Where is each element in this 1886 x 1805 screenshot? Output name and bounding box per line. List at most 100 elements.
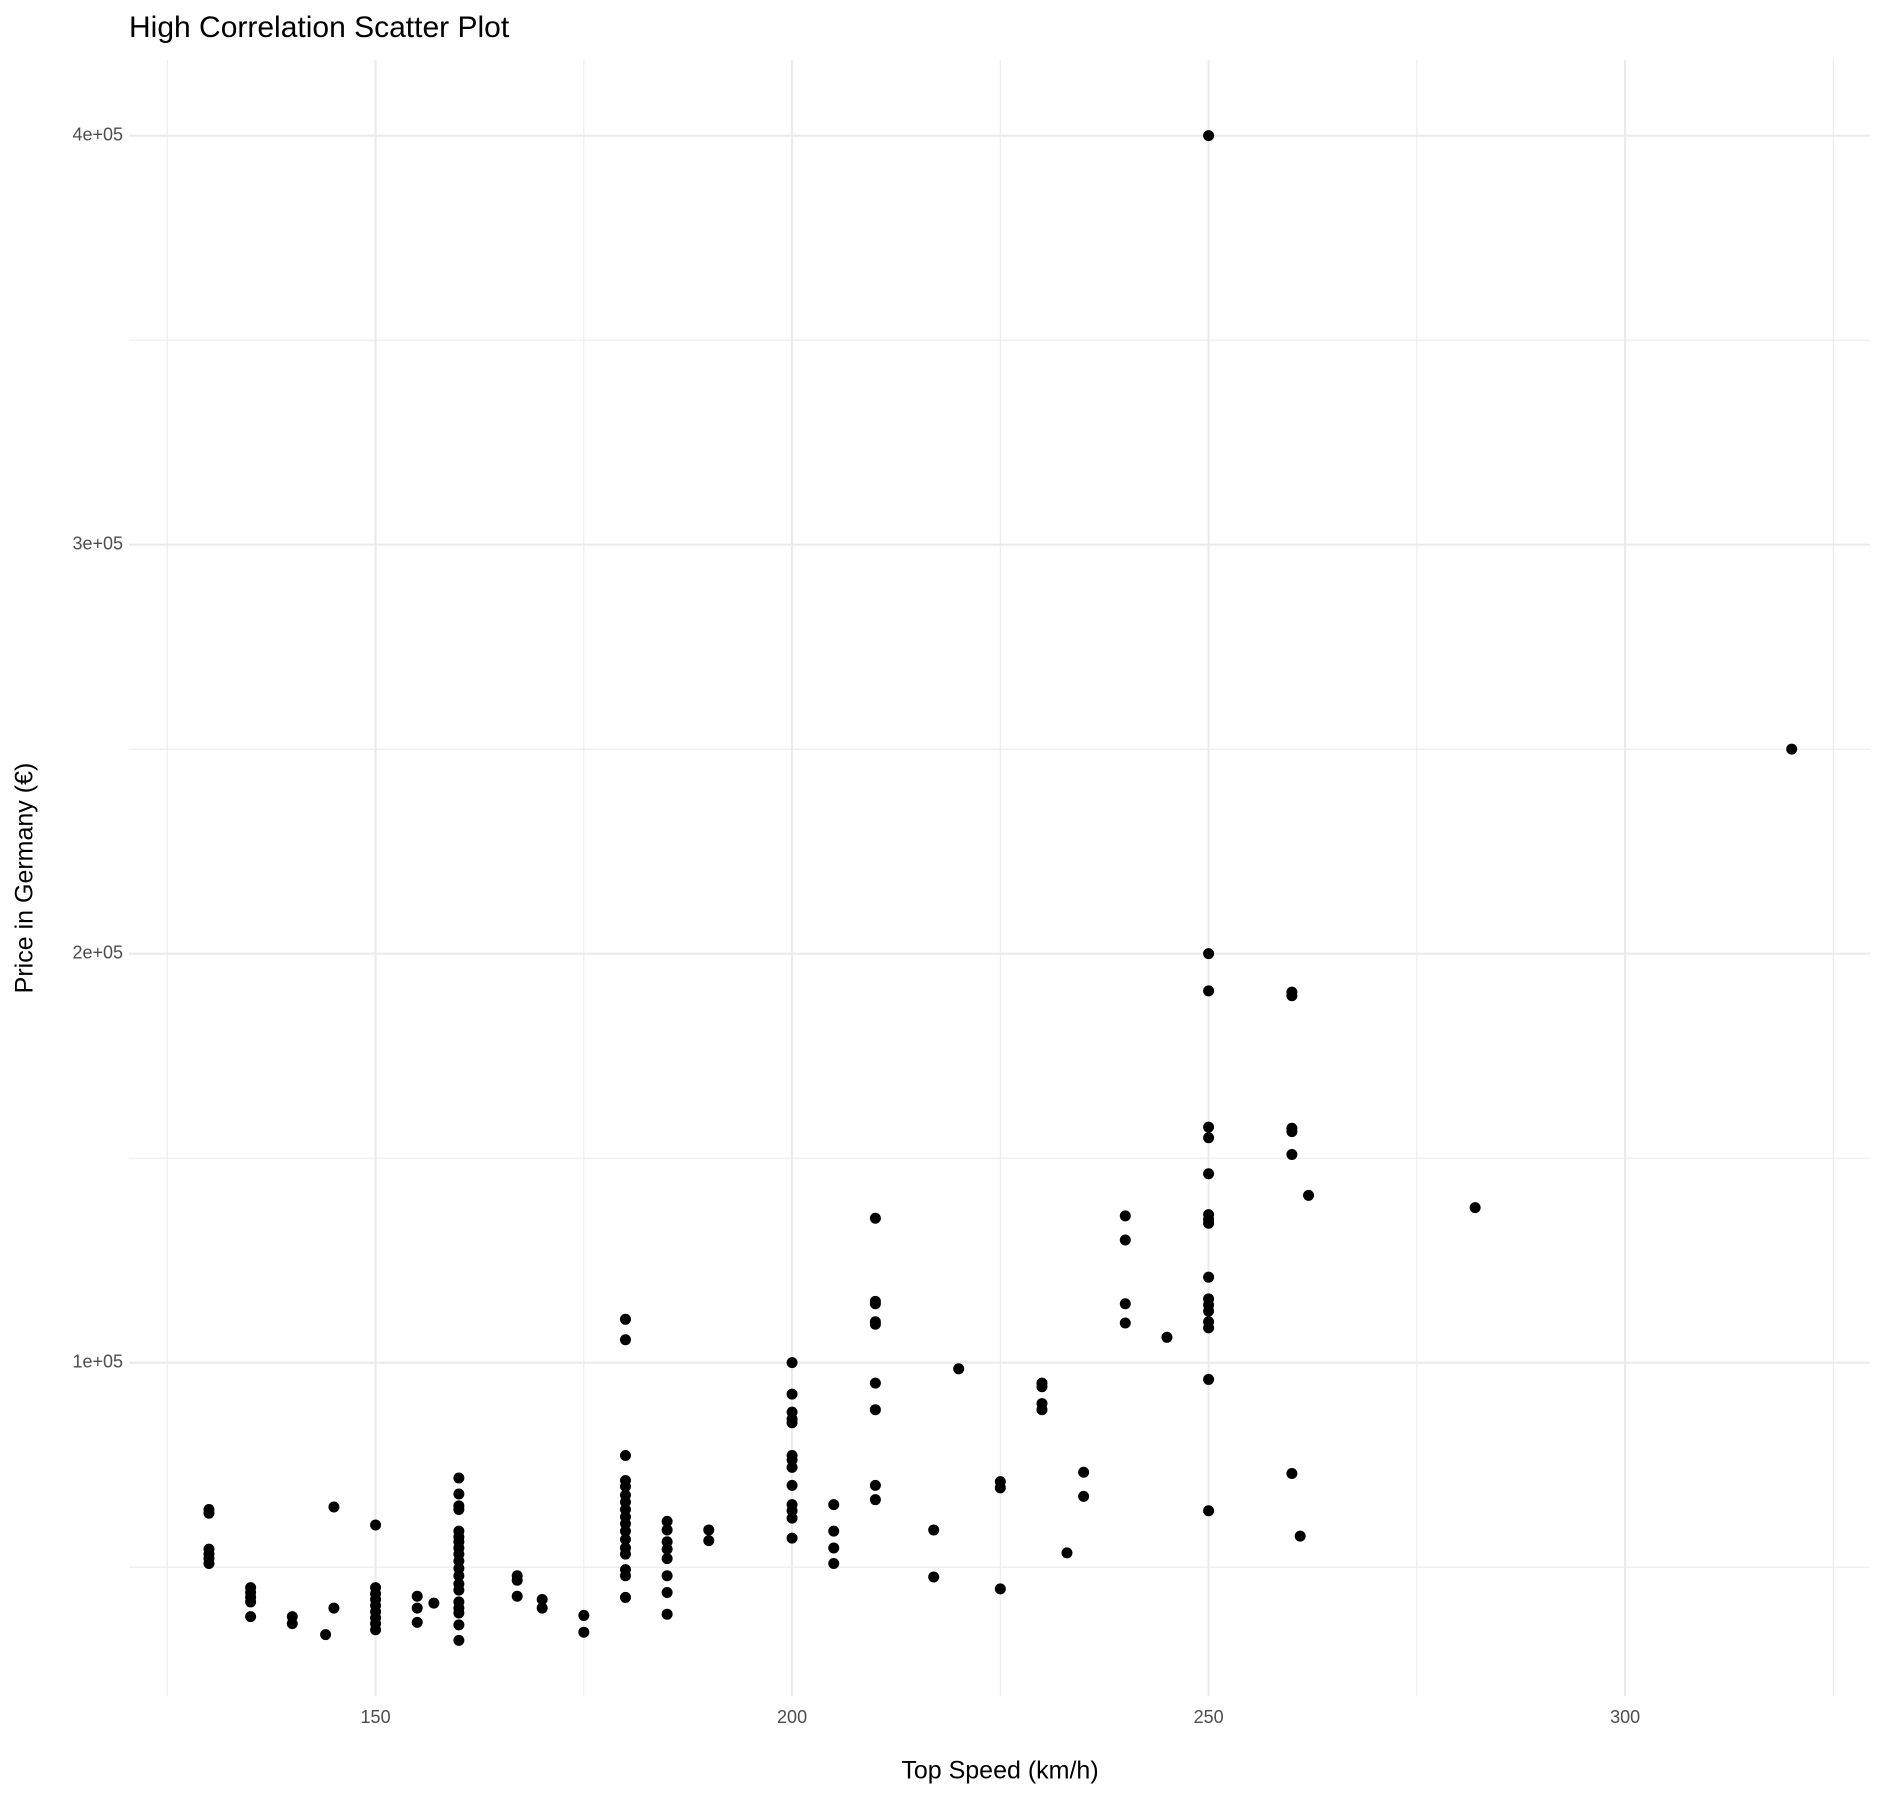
point	[869, 1298, 881, 1310]
point	[1119, 1210, 1131, 1222]
point	[203, 1557, 215, 1569]
point	[578, 1626, 590, 1638]
point	[619, 1450, 631, 1462]
point	[619, 1548, 631, 1560]
point	[453, 1488, 465, 1500]
x-tick-label: 300	[1610, 1707, 1640, 1727]
point	[1203, 1271, 1215, 1283]
point	[928, 1571, 940, 1583]
point	[953, 1363, 965, 1375]
point	[661, 1553, 673, 1565]
point	[411, 1602, 423, 1614]
point	[1036, 1404, 1048, 1416]
point	[1203, 130, 1215, 142]
point	[869, 1404, 881, 1416]
point	[320, 1629, 332, 1641]
point	[869, 1479, 881, 1491]
point	[1061, 1547, 1073, 1559]
point	[245, 1611, 257, 1623]
point	[869, 1494, 881, 1506]
point	[786, 1417, 798, 1429]
point	[453, 1607, 465, 1619]
point	[511, 1574, 523, 1586]
point	[1203, 1132, 1215, 1144]
point	[1786, 743, 1798, 755]
point	[619, 1570, 631, 1582]
point	[453, 1472, 465, 1484]
point	[1161, 1331, 1173, 1343]
point	[453, 1570, 465, 1582]
point	[869, 1212, 881, 1224]
point	[370, 1624, 382, 1636]
point	[828, 1499, 840, 1511]
point	[1203, 1322, 1215, 1334]
point	[661, 1608, 673, 1620]
point	[203, 1507, 215, 1519]
point	[328, 1501, 340, 1513]
point	[1203, 948, 1215, 960]
point	[661, 1587, 673, 1599]
point	[619, 1313, 631, 1325]
point	[1119, 1317, 1131, 1329]
point	[828, 1525, 840, 1537]
point	[1203, 1217, 1215, 1229]
point	[1078, 1466, 1090, 1478]
x-tick-label: 150	[361, 1707, 391, 1727]
point	[286, 1618, 298, 1630]
point	[1286, 990, 1298, 1002]
point	[453, 1503, 465, 1515]
y-tick-label: 4e+05	[72, 124, 123, 144]
point	[1203, 1505, 1215, 1517]
point	[1119, 1234, 1131, 1246]
point	[661, 1524, 673, 1536]
x-axis-title: Top Speed (km/h)	[901, 1757, 1098, 1785]
point	[619, 1533, 631, 1545]
point	[1203, 985, 1215, 997]
point	[661, 1543, 673, 1555]
point	[928, 1524, 940, 1536]
point	[661, 1515, 673, 1527]
point	[1469, 1202, 1481, 1214]
point	[1294, 1530, 1306, 1542]
point	[1078, 1490, 1090, 1502]
point	[511, 1590, 523, 1602]
y-tick-label: 1e+05	[72, 1351, 123, 1371]
point	[1203, 1168, 1215, 1180]
point	[453, 1634, 465, 1646]
y-tick-label: 3e+05	[72, 533, 123, 553]
point	[536, 1602, 548, 1614]
point	[619, 1481, 631, 1493]
point	[453, 1619, 465, 1631]
point	[1119, 1298, 1131, 1310]
point	[703, 1535, 715, 1547]
point	[786, 1479, 798, 1491]
point	[578, 1609, 590, 1621]
point	[619, 1334, 631, 1346]
point	[786, 1357, 798, 1369]
point	[619, 1591, 631, 1603]
point	[786, 1388, 798, 1400]
point	[828, 1557, 840, 1569]
point	[1036, 1381, 1048, 1393]
point	[619, 1525, 631, 1537]
point	[411, 1590, 423, 1602]
point	[245, 1596, 257, 1608]
point	[828, 1542, 840, 1554]
point	[1203, 1121, 1215, 1133]
point	[536, 1593, 548, 1605]
point	[370, 1519, 382, 1531]
x-tick-label: 250	[1194, 1707, 1224, 1727]
point	[328, 1602, 340, 1614]
chart-title: High Correlation Scatter Plot	[129, 11, 510, 44]
point	[1286, 1148, 1298, 1160]
point	[994, 1583, 1006, 1595]
y-tick-label: 2e+05	[72, 942, 123, 962]
point	[661, 1570, 673, 1582]
point	[786, 1461, 798, 1473]
point	[1203, 1305, 1215, 1317]
point	[1286, 1126, 1298, 1138]
point	[869, 1377, 881, 1389]
point	[786, 1532, 798, 1544]
